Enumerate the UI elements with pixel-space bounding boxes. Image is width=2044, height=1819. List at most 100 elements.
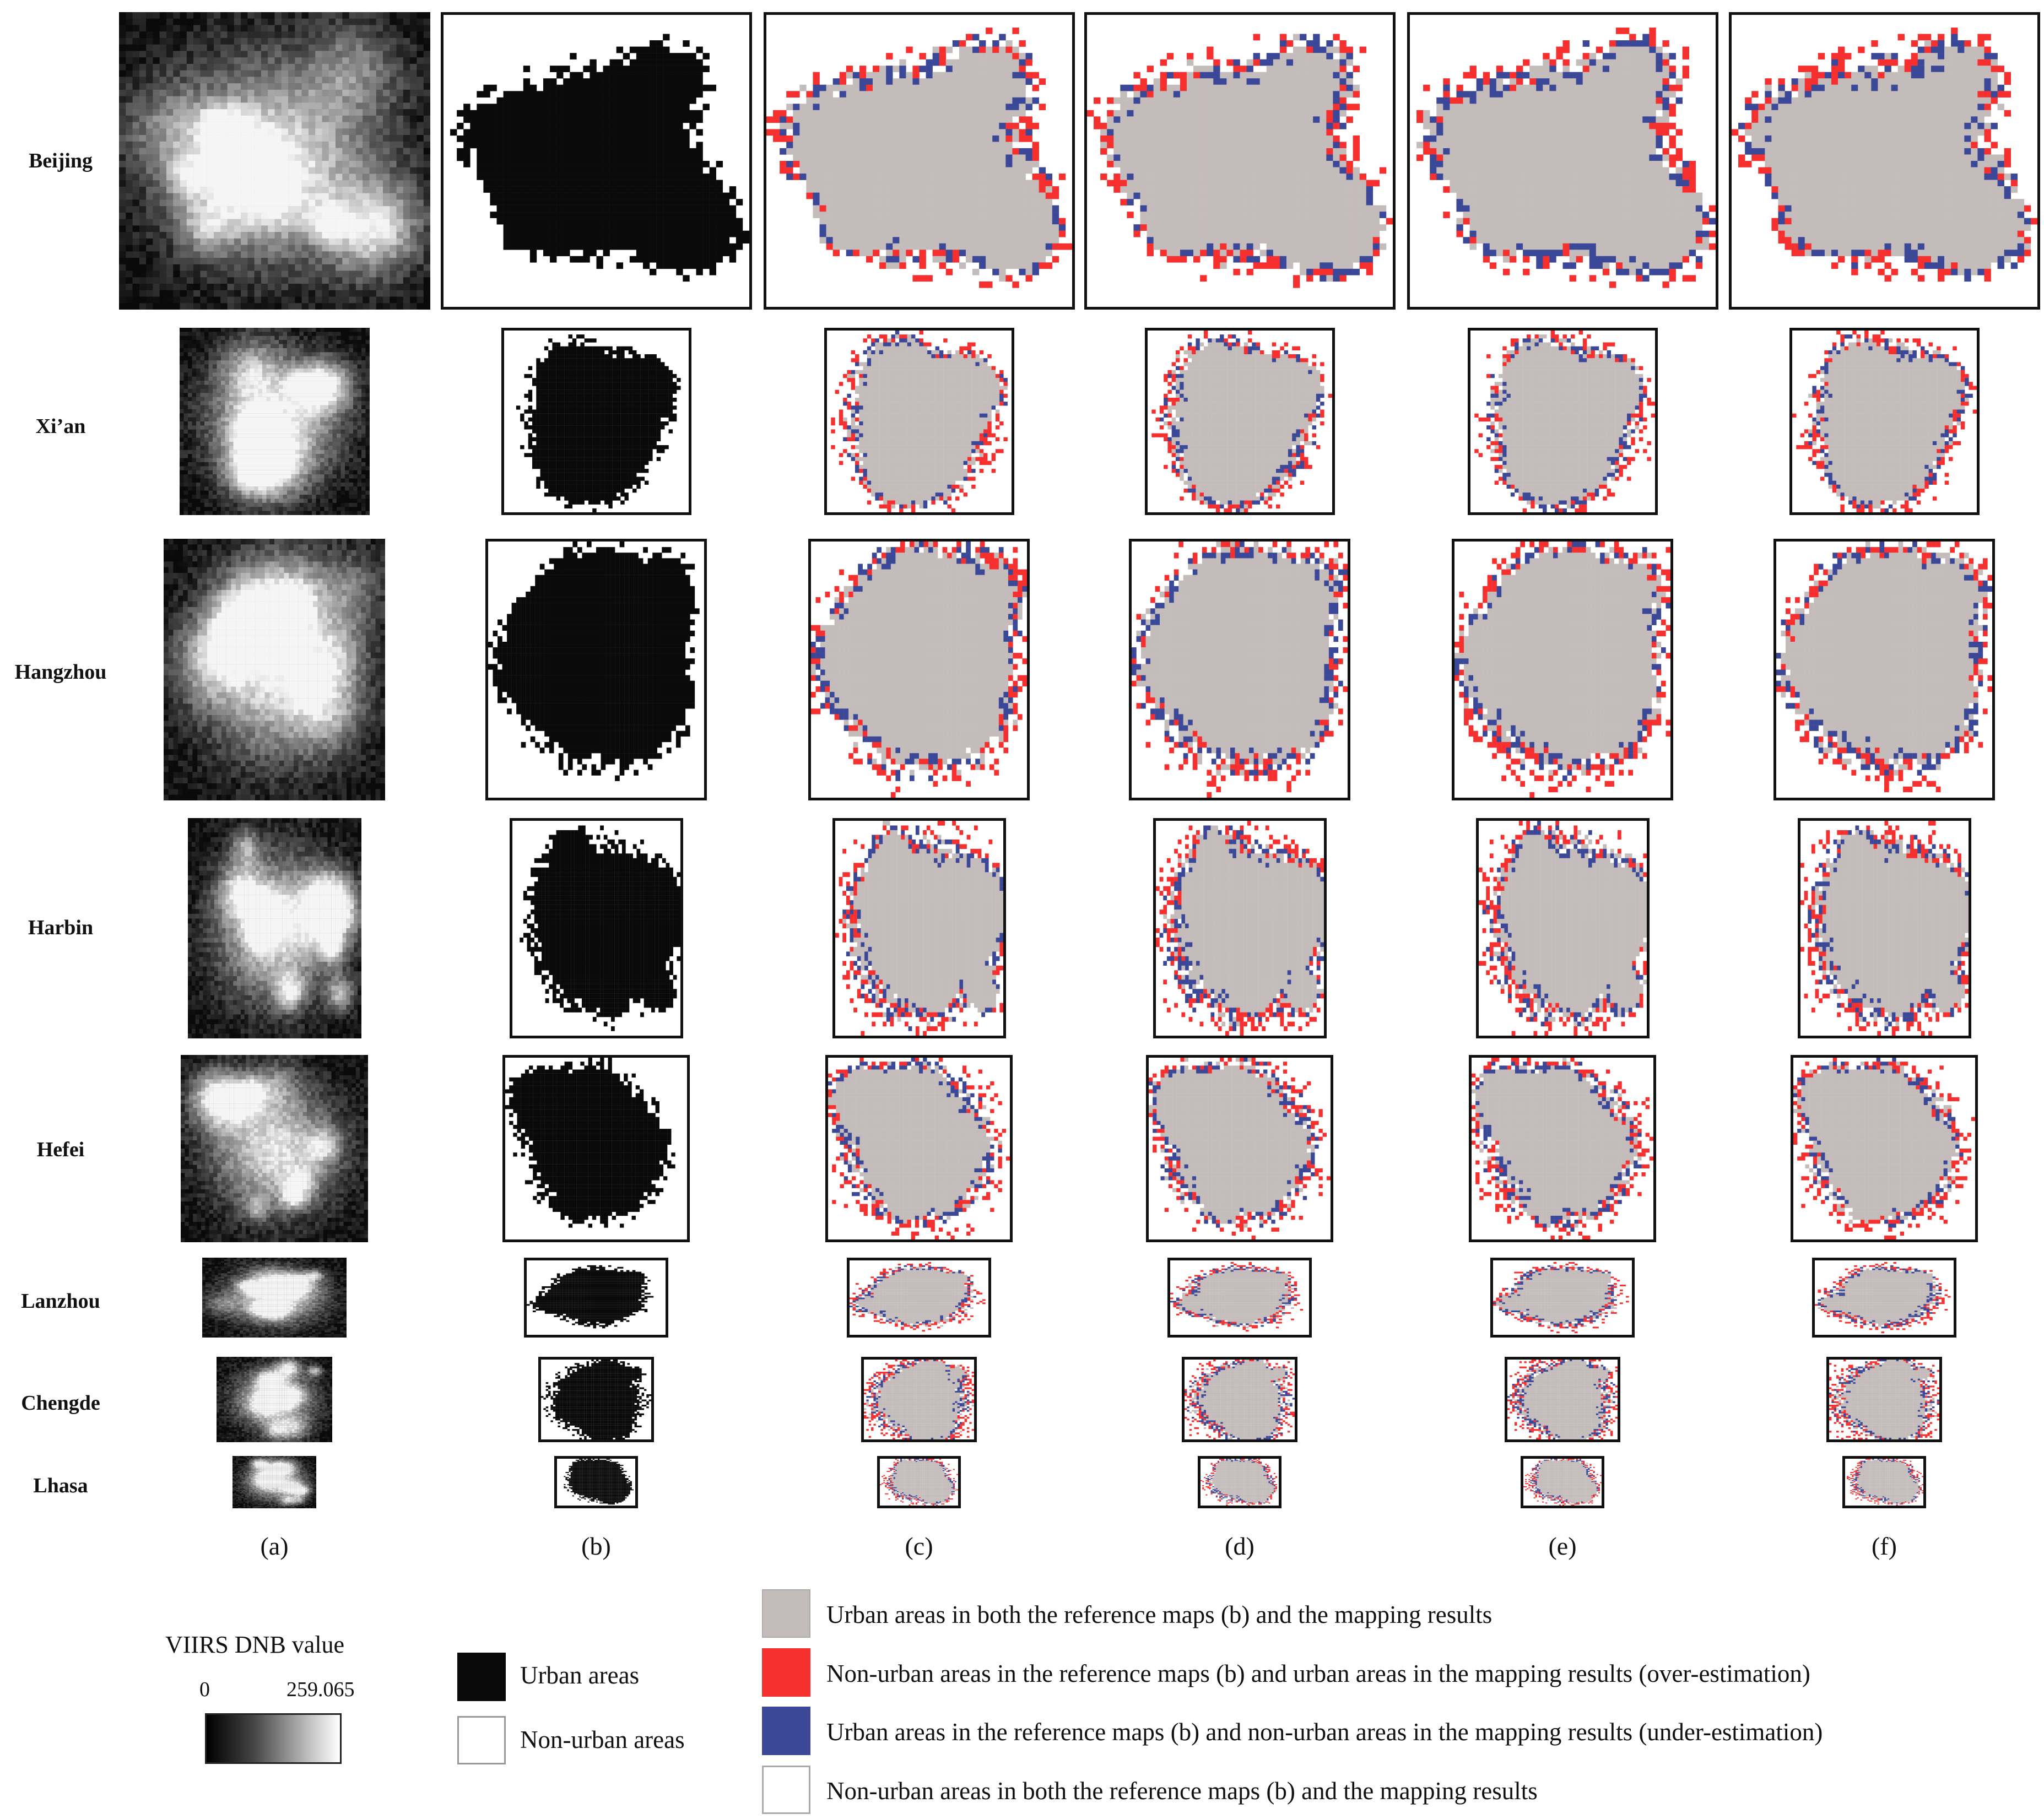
map-raster-c-7 <box>880 1459 958 1506</box>
map-panel-b-5 <box>524 1258 668 1338</box>
map-panel-b-6 <box>538 1357 654 1442</box>
map-panel-d-1 <box>1145 328 1335 515</box>
map-panel-e-3 <box>1476 818 1650 1038</box>
map-raster-e-5 <box>1493 1260 1632 1335</box>
map-raster-c-0 <box>766 15 1072 307</box>
over-estimation-label: Non-urban areas in the reference maps (b… <box>826 1659 1810 1688</box>
map-panel-f-2 <box>1773 539 1995 800</box>
under-estimation-swatch <box>762 1707 810 1755</box>
agree-non-urban-label: Non-urban areas in both the reference ma… <box>826 1777 1538 1805</box>
map-panel-a-6 <box>217 1357 332 1442</box>
map-panel-f-3 <box>1798 818 1971 1038</box>
map-raster-d-0 <box>1087 15 1393 307</box>
column-label-c: (c) <box>886 1531 952 1561</box>
row-label-chengde: Chengde <box>0 1391 121 1415</box>
agree-urban-swatch <box>762 1589 810 1638</box>
map-panel-b-2 <box>485 539 707 800</box>
map-panel-e-7 <box>1521 1456 1604 1508</box>
map-panel-b-3 <box>510 818 683 1038</box>
map-raster-d-7 <box>1201 1459 1279 1506</box>
map-raster-c-3 <box>835 821 1003 1036</box>
column-label-e: (e) <box>1529 1531 1596 1561</box>
map-raster-d-5 <box>1170 1260 1309 1335</box>
non-urban-label: Non-urban areas <box>520 1725 685 1754</box>
map-panel-e-2 <box>1452 539 1673 800</box>
row-label-lanzhou: Lanzhou <box>0 1289 121 1313</box>
map-panel-a-3 <box>188 818 361 1038</box>
map-panel-c-7 <box>877 1456 961 1508</box>
map-panel-f-7 <box>1842 1456 1926 1508</box>
row-label-harbin: Harbin <box>0 916 121 940</box>
column-label-d: (d) <box>1207 1531 1273 1561</box>
map-panel-a-1 <box>180 328 370 515</box>
map-raster-f-2 <box>1776 542 1992 798</box>
dnb-legend-title: VIIRS DNB value <box>165 1631 344 1659</box>
map-panel-c-6 <box>861 1357 977 1442</box>
map-raster-e-1 <box>1470 331 1655 512</box>
map-raster-c-5 <box>850 1260 988 1335</box>
map-raster-e-6 <box>1507 1360 1618 1439</box>
map-raster-f-5 <box>1815 1260 1954 1335</box>
map-panel-b-1 <box>501 328 691 515</box>
map-raster-f-7 <box>1845 1459 1923 1506</box>
urban-swatch <box>457 1653 506 1701</box>
map-panel-a-2 <box>164 539 385 800</box>
map-raster-b-3 <box>512 821 680 1036</box>
column-label-a: (a) <box>241 1531 307 1561</box>
map-raster-b-7 <box>557 1459 635 1506</box>
map-panel-d-5 <box>1167 1258 1312 1338</box>
non-urban-swatch <box>457 1716 506 1764</box>
map-panel-b-7 <box>554 1456 638 1508</box>
map-panel-c-4 <box>825 1055 1013 1242</box>
map-raster-d-3 <box>1156 821 1324 1036</box>
map-panel-a-0 <box>119 12 430 310</box>
map-raster-a-3 <box>188 818 361 1038</box>
map-panel-f-0 <box>1729 12 2040 310</box>
map-raster-d-2 <box>1132 542 1348 798</box>
map-raster-a-6 <box>217 1357 332 1442</box>
map-panel-c-3 <box>832 818 1006 1038</box>
urban-label: Urban areas <box>520 1661 639 1690</box>
row-label-beijing: Beijing <box>0 149 121 173</box>
row-label-hangzhou: Hangzhou <box>0 660 121 684</box>
map-raster-c-6 <box>864 1360 974 1439</box>
map-panel-f-5 <box>1812 1258 1956 1338</box>
map-raster-e-4 <box>1472 1058 1653 1239</box>
map-panel-a-4 <box>181 1055 368 1242</box>
map-raster-f-1 <box>1792 331 1977 512</box>
map-raster-b-1 <box>504 331 689 512</box>
map-raster-f-6 <box>1829 1360 1939 1439</box>
map-panel-c-5 <box>847 1258 991 1338</box>
map-panel-d-3 <box>1153 818 1327 1038</box>
map-raster-c-1 <box>827 331 1012 512</box>
over-estimation-swatch <box>762 1648 810 1697</box>
map-panel-c-0 <box>764 12 1075 310</box>
map-raster-e-2 <box>1454 542 1670 798</box>
row-label-hefei: Hefei <box>0 1138 121 1162</box>
map-raster-d-1 <box>1148 331 1332 512</box>
map-raster-a-2 <box>164 539 385 800</box>
map-raster-a-0 <box>119 12 430 310</box>
dnb-legend-min: 0 <box>199 1677 210 1702</box>
map-raster-c-2 <box>811 542 1027 798</box>
map-panel-e-1 <box>1468 328 1658 515</box>
map-panel-b-4 <box>502 1055 690 1242</box>
map-panel-c-2 <box>808 539 1030 800</box>
map-raster-b-5 <box>527 1260 666 1335</box>
dnb-colorbar <box>205 1713 342 1764</box>
row-label-lhasa: Lhasa <box>0 1474 121 1498</box>
agree-non-urban-swatch <box>762 1766 810 1814</box>
map-raster-a-7 <box>232 1456 316 1508</box>
map-panel-c-1 <box>824 328 1014 515</box>
map-raster-d-4 <box>1149 1058 1331 1239</box>
map-raster-a-1 <box>180 328 370 515</box>
map-raster-f-0 <box>1732 15 2037 307</box>
map-raster-e-0 <box>1410 15 1716 307</box>
map-raster-a-4 <box>181 1055 368 1242</box>
map-raster-e-3 <box>1479 821 1647 1036</box>
map-panel-e-0 <box>1407 12 1718 310</box>
column-label-b: (b) <box>563 1531 629 1561</box>
map-panel-d-4 <box>1146 1055 1333 1242</box>
map-panel-b-0 <box>441 12 752 310</box>
map-raster-b-0 <box>444 15 749 307</box>
